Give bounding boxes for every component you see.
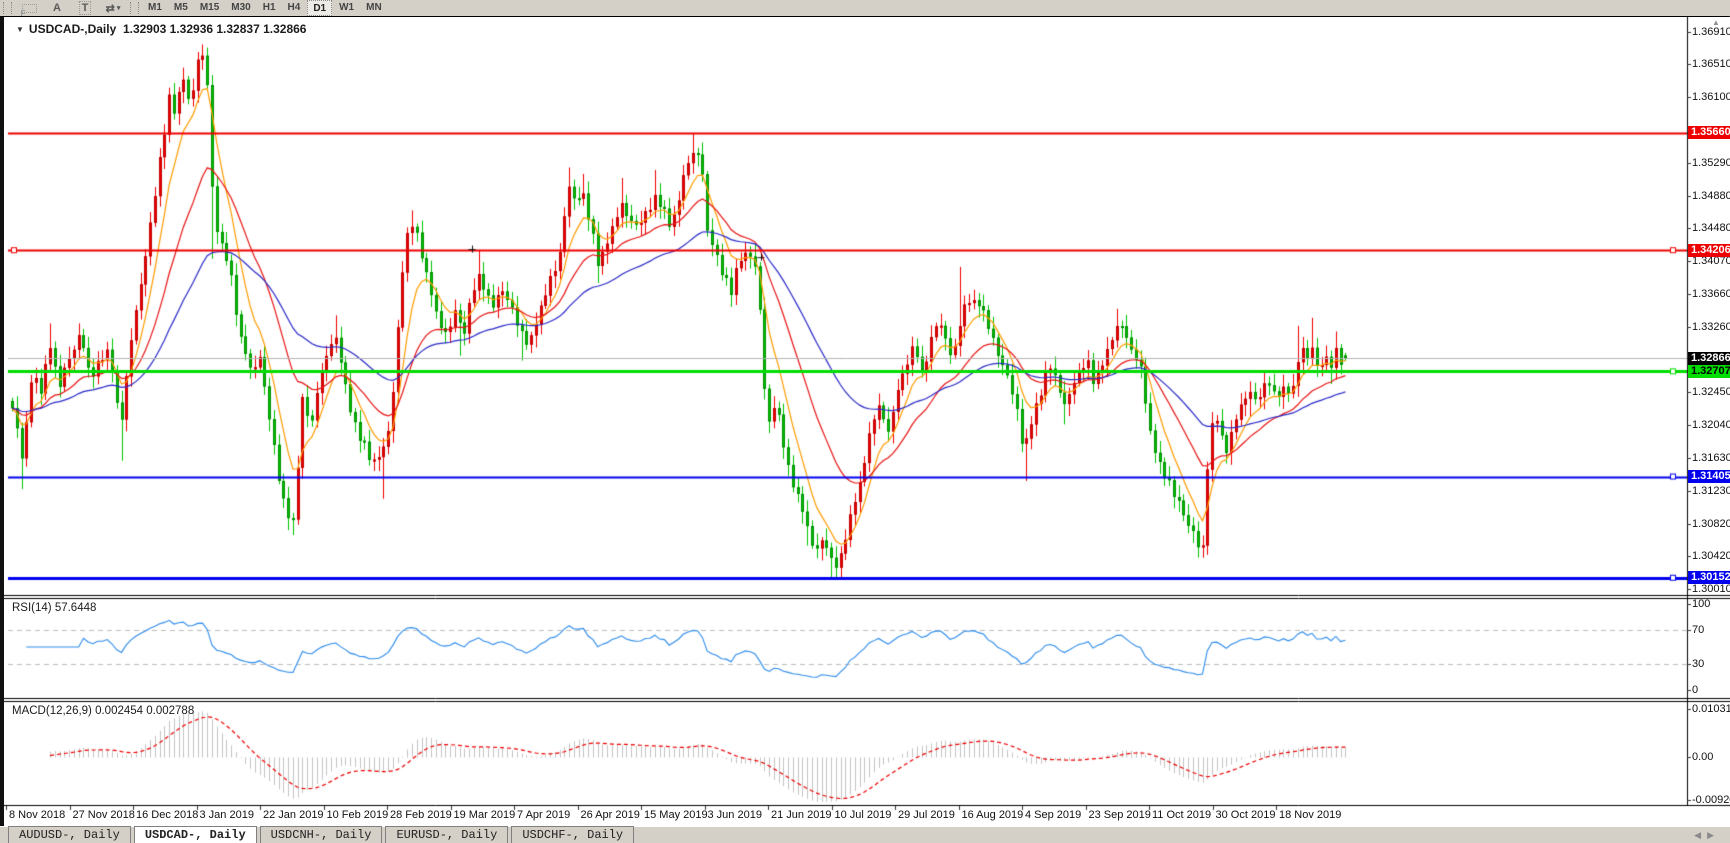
date-tick-label: 3 Jun 2019 [707,809,762,821]
tf-button-m1[interactable]: M1 [148,1,162,13]
price-tick-label: 1.30420 [1692,550,1730,563]
price-tick-label: 1.30010 [1692,583,1730,596]
crossed-arrows-icon[interactable]: ⇄ ▾ [105,2,121,15]
date-tick-label: 3 Jan 2019 [199,809,254,821]
chart-window: ▼ USDCAD-,Daily 1.32903 1.32936 1.32837 1… [0,16,1730,826]
price-tick-label: 1.36510 [1692,58,1730,71]
tf-button-h1[interactable]: H1 [262,1,276,13]
rsi-axis-label: 100 [1692,598,1711,610]
text-tool-icon[interactable]: T [72,1,98,15]
date-tick-label: 10 Jul 2019 [834,809,892,821]
date-tick-label: 10 Feb 2019 [326,809,389,821]
timeframe-buttons: M1 M5 M15 M30 H1 H4 D1 W1 MN [142,0,388,16]
date-tick-label: 8 Nov 2018 [9,809,66,821]
date-tick-label: 26 Apr 2019 [580,809,640,821]
symbol-tab-bar: AUDUSD-, Daily USDCAD-, Daily USDCNH-, Dai… [0,826,1730,843]
symbol-tab-audusd[interactable]: AUDUSD-, Daily [8,826,131,843]
macd-indicator-label: MACD(12,26,9) 0.002454 0.002788 [12,705,195,717]
date-tick-label: 16 Dec 2018 [136,809,199,821]
rsi-axis-label: 0 [1692,684,1699,696]
price-badge: 1.34206 [1688,243,1730,257]
tf-button-h4[interactable]: H4 [287,1,301,13]
dotted-frame-icon[interactable]: F [16,1,42,18]
price-tick-label: 1.34480 [1692,222,1730,235]
price-badge: 1.35660 [1688,126,1730,140]
symbol-dropdown-icon[interactable]: ▼ [16,25,24,34]
chart-title: ▼ USDCAD-,Daily 1.32903 1.32936 1.32837 1… [16,22,306,36]
date-tick-label: 11 Oct 2019 [1152,809,1212,821]
rsi-axis-label: 30 [1692,658,1705,671]
date-tick-label: 16 Aug 2019 [961,809,1024,821]
macd-axis-label: 0.00 [1692,751,1714,763]
price-tick-label: 1.30820 [1692,517,1730,530]
rsi-axis-label: 70 [1692,623,1705,636]
price-tick-label: 1.35290 [1692,156,1730,169]
tf-button-m30[interactable]: M30 [231,1,251,13]
date-tick-label: 19 Mar 2019 [453,809,516,821]
price-tick-label: 1.33260 [1692,320,1730,333]
price-tick-label: 1.34070 [1692,255,1730,268]
price-tick-label: 1.36910 [1692,25,1730,38]
price-badge: 1.32866 [1688,351,1730,365]
date-tick-label: 4 Sep 2019 [1025,809,1082,821]
date-tick-label: 23 Sep 2019 [1088,809,1151,821]
tf-button-w1[interactable]: W1 [339,1,355,13]
font-label-icon[interactable]: A [53,2,61,14]
price-tick-label: 1.33660 [1692,288,1730,301]
price-tick-label: 1.34880 [1692,189,1730,202]
chart-symbol: USDCAD-,Daily [28,22,117,36]
price-tick-label: 1.32040 [1692,419,1730,432]
date-tick-label: 27 Nov 2018 [72,809,135,821]
symbol-tab-usdcnh[interactable]: USDCNH-, Daily [259,826,383,843]
date-tick-label: 28 Feb 2019 [390,809,452,821]
chart-canvas[interactable] [4,17,1730,826]
date-tick-label: 29 Jul 2019 [898,809,955,821]
price-badge: 1.32707 [1688,364,1730,378]
toolbar-grip[interactable] [130,2,139,14]
date-tick-label: 7 Apr 2019 [517,809,571,821]
date-tick-label: 15 May 2019 [644,809,708,821]
rsi-indicator-label: RSI(14) 57.6448 [12,602,97,614]
chart-ohlc-values: 1.32903 1.32936 1.32837 1.32866 [122,22,307,36]
price-badge: 1.31405 [1688,470,1730,484]
date-tick-label: 30 Oct 2019 [1215,809,1276,821]
toolbar-grip[interactable] [3,2,12,14]
date-tick-label: 18 Nov 2019 [1279,809,1342,821]
symbol-tab-eurusd[interactable]: EURUSD-, Daily [385,826,509,843]
scroll-up-arrow-icon[interactable]: ▲ [1712,18,1720,27]
macd-axis-label: 0.010311 [1692,703,1730,716]
price-tick-label: 1.32450 [1692,386,1730,399]
price-badge: 1.30152 [1688,571,1730,585]
date-tick-label: 22 Jan 2019 [263,809,324,821]
price-tick-label: 1.31230 [1692,484,1730,497]
tab-scroll-arrows[interactable]: ◀▶ [1694,830,1720,840]
price-tick-label: 1.31630 [1692,452,1730,465]
symbol-tab-usdchf[interactable]: USDCHF-, Daily [511,826,635,843]
toolbar: F A T ⇄ ▾ M1 M5 M15 M30 H1 H4 D1 W1 MN [0,0,1730,18]
tf-button-d1[interactable]: D1 [307,0,333,16]
macd-axis-label: -0.009203 [1692,793,1730,806]
dropdown-caret-icon: ▾ [116,5,121,12]
tf-button-m15[interactable]: M15 [199,1,220,13]
symbol-tab-usdcad[interactable]: USDCAD-, Daily [133,826,257,843]
date-tick-label: 21 Jun 2019 [771,809,832,821]
tf-button-m5[interactable]: M5 [173,1,188,13]
price-tick-label: 1.36100 [1692,91,1730,104]
tf-button-mn[interactable]: MN [366,1,382,13]
